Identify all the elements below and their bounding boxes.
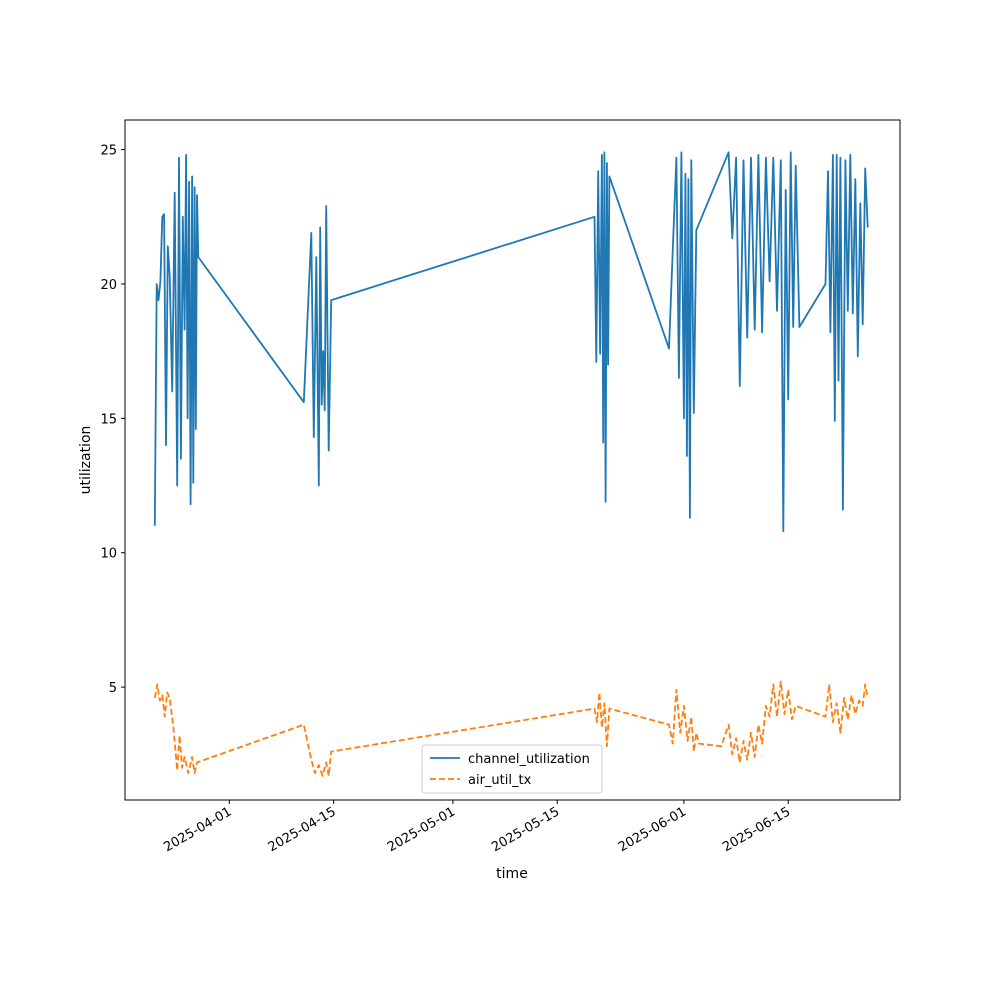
legend-box: [421, 744, 603, 794]
series-line-channel-utilization: [153, 151, 869, 533]
series-layer: [153, 151, 869, 777]
plot-frame: [124, 119, 901, 801]
y-tick-label: 15: [100, 412, 117, 427]
y-tick-label: 20: [100, 278, 117, 293]
legend-label-channel-utilization: channel_utilization: [468, 752, 590, 767]
y-tick-label: 10: [100, 547, 117, 562]
series-line-air-util-tx: [153, 680, 869, 777]
x-axis-label: time: [496, 866, 528, 882]
legend: channel_utilization air_util_tx: [421, 744, 603, 794]
legend-label-air-util-tx: air_util_tx: [468, 773, 532, 788]
y-tick-label: 25: [100, 144, 117, 159]
y-tick-label: 5: [109, 681, 117, 696]
y-axis-label: utilization: [78, 426, 94, 495]
